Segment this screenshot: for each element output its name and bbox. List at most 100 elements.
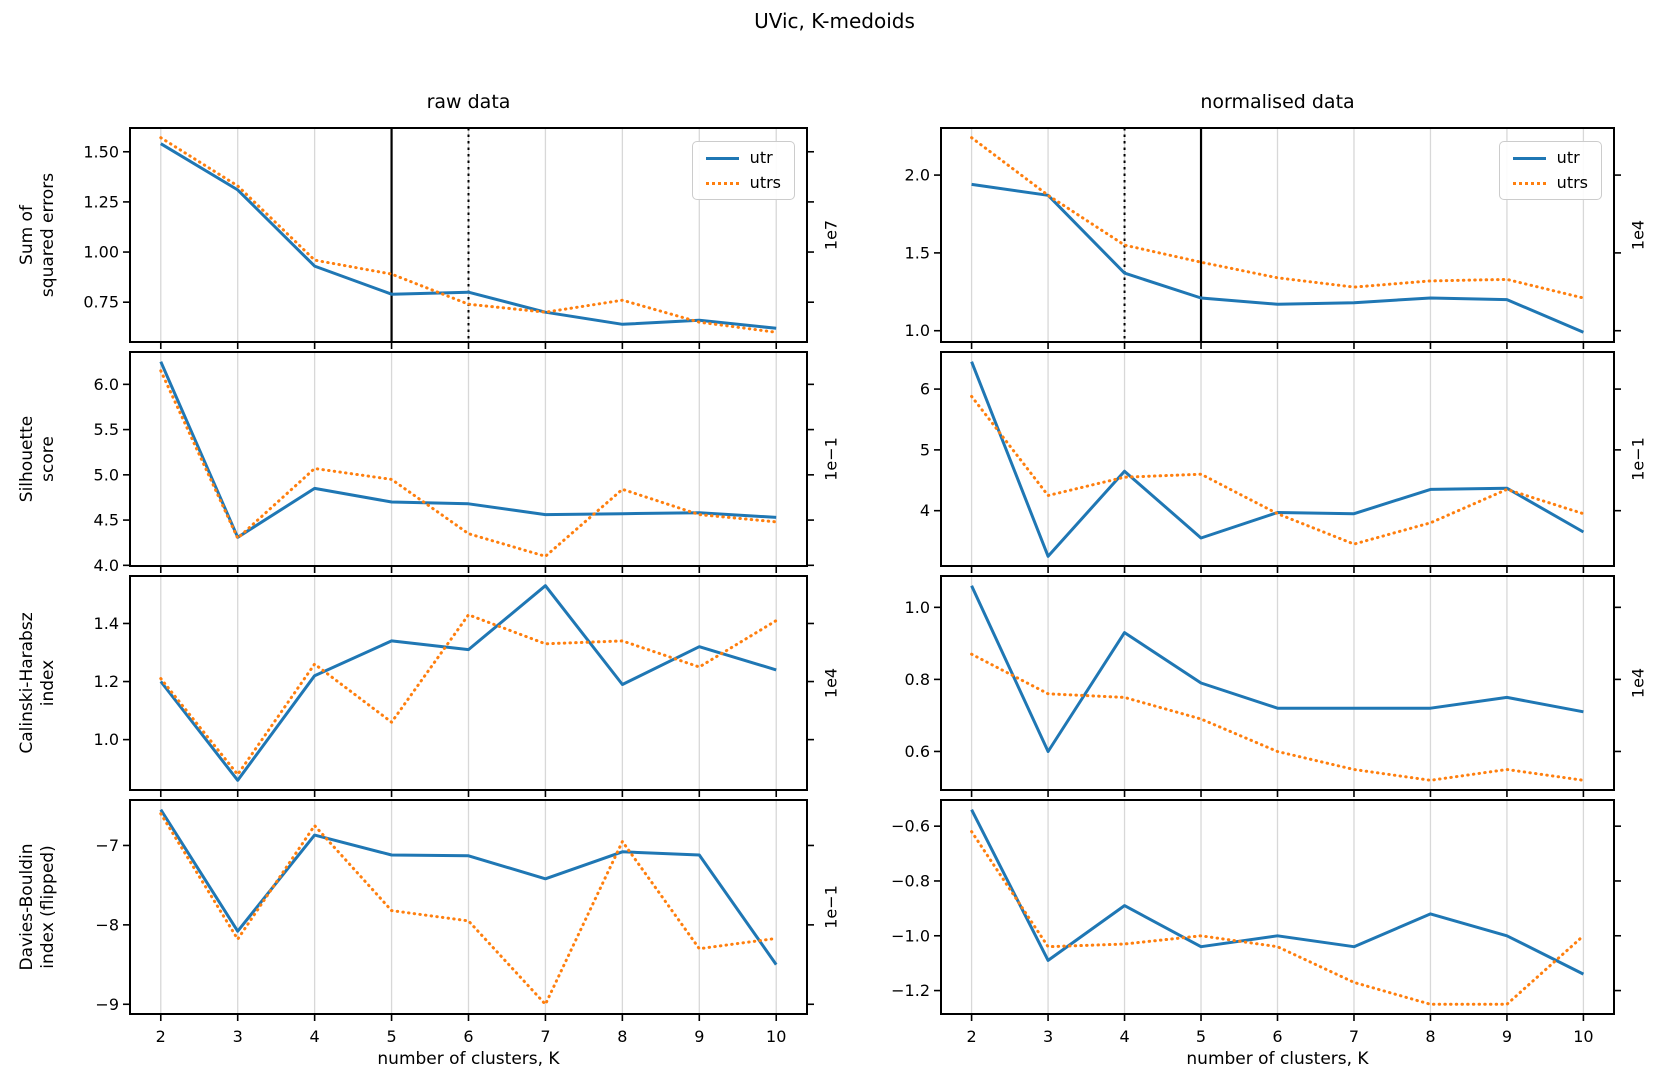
legend-label-utrs: utrs [1556,173,1588,192]
legend-label-utrs: utrs [749,173,781,192]
y-axis-label-line: Sum of [16,205,37,265]
legend-entry-utr: utr [705,150,781,166]
series-utr-line [971,182,1584,334]
y-tick-label: 5.0 [94,465,119,484]
plot-davies-bouldin-raw: −9 −8 −7 2 3 4 5 6 7 8 9 10 1e−1 [95,799,841,1046]
x-axis-label-right: number of clusters, K [1186,1049,1369,1069]
y-tick-label: 0.6 [905,742,930,761]
x-tick-label: 8 [1425,1027,1435,1046]
legend: utr utrs [1498,141,1602,200]
series-utrs-line [970,136,1585,300]
y-tick-label: 1.0 [905,321,930,340]
series-utr-line [160,142,777,330]
plot-sse-normalised: 1.0 1.5 2.0 1e4 [905,127,1648,349]
y-tick-label: 5.5 [94,420,119,439]
axis-offset-label: 1e−1 [822,437,841,481]
y-tick-label: 1.00 [83,243,119,262]
axis-offset-label: 1e4 [1629,220,1648,250]
x-axis-label-left: number of clusters, K [377,1049,560,1069]
axis-offset-label: 1e−1 [1629,437,1648,481]
utrs-line-sample-icon [1512,181,1546,185]
y-tick-label: 6 [920,380,930,399]
x-tick-label: 4 [310,1027,320,1046]
series-utrs-line [970,394,1585,546]
legend-label-utr: utr [1556,148,1580,167]
x-tick-label: 2 [966,1027,976,1046]
legend: utr utrs [691,141,795,200]
y-tick-label: 1.2 [94,672,119,691]
series-utrs-line [970,652,1585,782]
x-tick-label: 10 [1573,1027,1593,1046]
y-tick-label: 6.0 [94,375,119,394]
column-title-normalised-data: normalised data [1200,91,1355,113]
y-tick-label: 0.75 [83,293,119,312]
y-tick-label: −9 [95,995,119,1014]
y-tick-label: −0.8 [891,871,930,890]
column-title-raw-data: raw data [426,91,511,113]
plot-silhouette-normalised: 4 5 6 1e−1 [920,351,1648,573]
x-tick-label: 2 [156,1027,166,1046]
plot-sse-raw: 0.75 1.00 1.25 1.50 1e7 [83,127,841,349]
utrs-line-sample-icon [705,181,739,185]
plot-calinski-harabsz-normalised: 0.6 0.8 1.0 1e4 [905,575,1648,797]
y-axis-label-line: squared errors [38,172,58,298]
y-axis-label-line: Davies-Bouldin [16,843,37,971]
y-tick-label: 1.25 [83,192,119,211]
y-tick-label: 1.5 [905,243,930,262]
x-tick-label: 9 [694,1027,704,1046]
y-tick-label: −7 [95,836,119,855]
y-tick-label: −1.2 [891,981,930,1000]
series-utrs-line [159,812,778,1006]
y-tick-label: −0.6 [891,817,930,836]
y-tick-label: 1.0 [94,730,119,749]
x-tick-label: 7 [540,1027,550,1046]
axis-offset-label: 1e4 [1629,668,1648,698]
y-axis-label-line: index (flipped) [38,845,58,969]
x-tick-label: 3 [1043,1027,1053,1046]
y-axis-label-line: index [38,659,58,707]
figure-title: UVic, K-medoids [754,9,915,33]
y-axis-label-sum-of-squared-errors: Sum of squared errors [17,173,60,297]
series-utrs-line [159,369,778,558]
y-tick-label: 0.8 [905,670,930,689]
x-tick-label: 6 [1272,1027,1282,1046]
legend-entry-utr: utr [1512,148,1588,167]
plot-silhouette-raw: 4.0 4.5 5.0 5.5 6.0 1e−1 [94,351,841,575]
x-tick-label: 9 [1502,1027,1512,1046]
x-tick-label: 10 [766,1027,786,1046]
y-tick-label: 5 [920,440,930,459]
y-axis-label-davies-bouldin-index: Davies-Bouldin index (flipped) [17,844,60,971]
y-tick-label: 1.50 [83,142,119,161]
y-axis-label-silhouette-score: Silhouette score [17,416,60,502]
x-tick-label: 4 [1119,1027,1129,1046]
y-axis-label-line: score [38,436,58,482]
series-utr-line [159,584,777,782]
y-tick-label: 1.4 [94,614,119,633]
utr-line-sample-icon [705,156,739,160]
utr-line-sample-icon [1512,156,1546,160]
legend-entry-utrs: utrs [1512,173,1588,192]
x-tick-label: 3 [233,1027,243,1046]
axis-offset-label: 1e−1 [822,885,841,929]
series-utrs-line [159,136,778,334]
x-tick-label: 6 [463,1027,473,1046]
axis-offset-label: 1e4 [822,668,841,698]
legend-entry-utrs: utrs [705,173,781,192]
series-utrs-line [159,613,778,776]
axis-offset-label: 1e7 [822,220,841,250]
y-tick-label: 4.5 [94,511,119,530]
series-utr-line [159,361,777,539]
x-tick-label: 5 [1196,1027,1206,1046]
y-tick-label: 4 [920,501,930,520]
y-tick-label: 2.0 [905,166,930,185]
y-tick-label: −8 [95,915,119,934]
y-tick-label: −1.0 [891,926,930,945]
y-tick-label: 4.0 [94,556,119,575]
x-tick-label: 5 [386,1027,396,1046]
y-axis-label-calinski-harabsz-index: Calinski-Harabsz index [17,612,60,753]
series-utr-line [970,809,1585,976]
y-axis-label-line: Calinski-Harabsz [16,612,37,754]
y-axis-label-line: Silhouette [16,415,37,503]
